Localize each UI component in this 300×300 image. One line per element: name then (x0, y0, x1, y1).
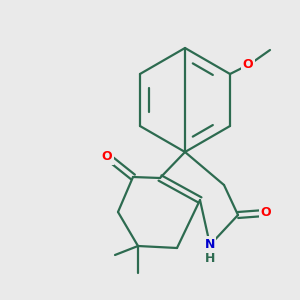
Text: N: N (205, 238, 215, 250)
Text: O: O (102, 151, 112, 164)
Text: O: O (261, 206, 271, 220)
Text: O: O (243, 58, 253, 71)
Text: H: H (205, 251, 215, 265)
